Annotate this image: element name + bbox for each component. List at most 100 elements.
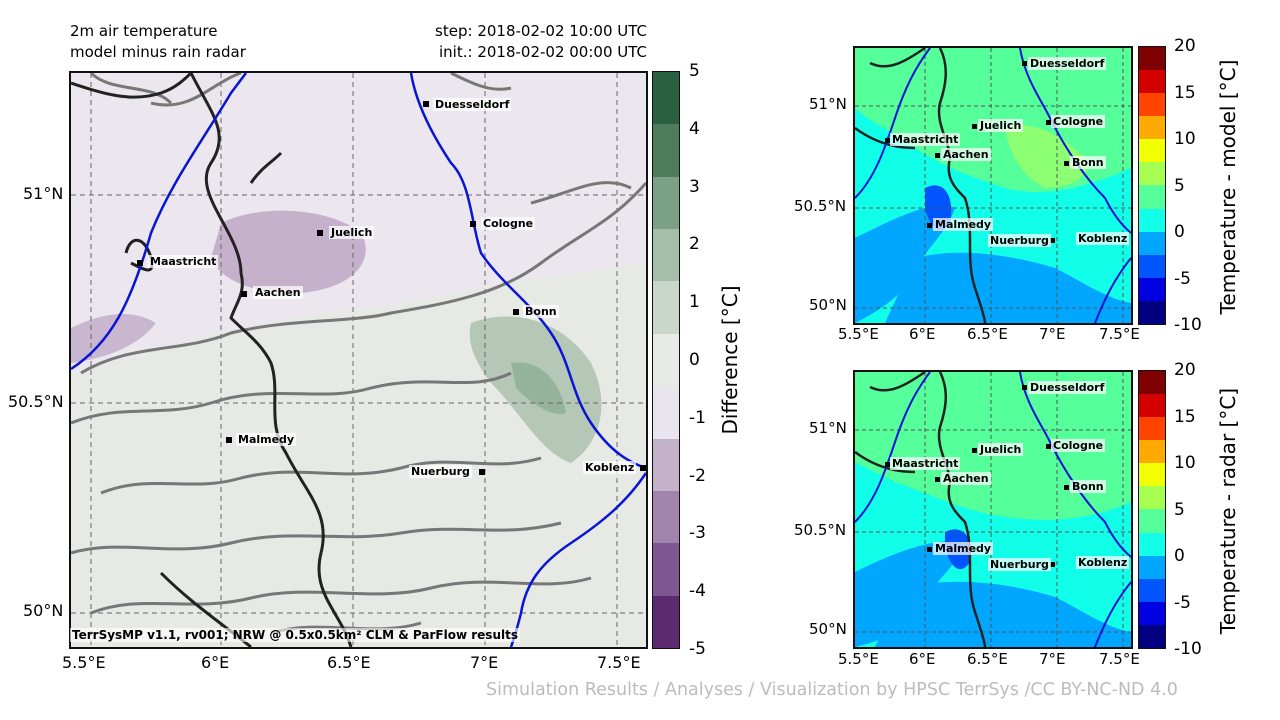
lon-tick: 6.5°E [967, 325, 1008, 343]
model-temperature-map: Duesseldorf Juelich Cologne Maastricht A… [853, 46, 1133, 325]
colorbar-tick-label: 10 [1174, 453, 1196, 473]
model-temperature-colorbar [1138, 46, 1166, 325]
colorbar-segment [1139, 139, 1165, 163]
colorbar-segment [1139, 486, 1165, 510]
lon-tick: 6.5°E [967, 650, 1008, 668]
lat-tick: 50.5°N [794, 521, 847, 539]
colorbar-segment [1139, 116, 1165, 140]
step-time: step: 2018-02-02 10:00 UTC [435, 22, 647, 40]
colorbar-segment [653, 124, 679, 177]
colorbar-segment [1139, 417, 1165, 441]
colorbar-tick-label: 1 [689, 292, 700, 313]
city-label-malmedy: Malmedy [236, 433, 297, 446]
city-label-cologne: Cologne [481, 217, 536, 230]
city-marker-nuerburg [1050, 238, 1055, 243]
radar-map-graphic [855, 372, 1131, 647]
colorbar-segment [653, 229, 679, 282]
colorbar-segment [1139, 162, 1165, 186]
difference-colorbar [652, 71, 680, 649]
colorbar-tick-label: 2 [689, 234, 700, 255]
city-marker-malmedy [226, 437, 232, 443]
city-marker-cologne [1046, 120, 1051, 125]
colorbar-segment [1139, 208, 1165, 232]
colorbar-segment [1139, 231, 1165, 255]
lon-tick: 7.5°E [1099, 650, 1140, 668]
city-marker-nuerburg [479, 469, 485, 475]
lon-tick: 5.5°E [62, 653, 106, 672]
city-marker-maastricht [885, 462, 890, 467]
lat-tick: 51°N [23, 184, 64, 203]
city-label-aachen: Aachen [941, 472, 991, 485]
city-marker-bonn [513, 309, 519, 315]
city-label-duesseldorf: Duesseldorf [1028, 57, 1107, 70]
difference-map: Duesseldorf Juelich Cologne Maastricht A… [69, 71, 648, 649]
lat-tick: 51°N [809, 95, 847, 113]
city-label-cologne: Cologne [1051, 439, 1106, 452]
colorbar-segment [1139, 277, 1165, 301]
lat-tick: 50.5°N [794, 197, 847, 215]
colorbar-segment [1139, 371, 1165, 395]
city-label-bonn: Bonn [1070, 480, 1106, 493]
city-marker-aachen [241, 291, 247, 297]
city-marker-koblenz [640, 465, 646, 471]
colorbar-tick-label: 4 [689, 118, 700, 139]
city-marker-bonn [1064, 161, 1069, 166]
colorbar-tick-label: 5 [689, 61, 700, 81]
colorbar-segment [1139, 463, 1165, 487]
city-label-aachen: Aachen [941, 148, 991, 161]
city-marker-duesseldorf [1022, 61, 1027, 66]
city-marker-juelich [317, 230, 323, 236]
city-label-koblenz: Koblenz [1076, 556, 1130, 569]
lon-tick: 7.5°E [597, 653, 641, 672]
colorbar-tick-label: -5 [1174, 592, 1191, 613]
city-marker-maastricht [885, 138, 890, 143]
city-label-maastricht: Maastricht [890, 457, 961, 470]
city-marker-cologne [1046, 444, 1051, 449]
city-label-juelich: Juelich [978, 443, 1024, 456]
colorbar-tick-label: 5 [1174, 175, 1185, 196]
lon-tick: 7°E [1039, 325, 1066, 343]
colorbar-tick-label: 15 [1174, 82, 1196, 103]
colorbar-segment [1139, 624, 1165, 648]
colorbar-segment [653, 386, 679, 439]
city-label-koblenz: Koblenz [583, 461, 637, 474]
colorbar-segment [653, 176, 679, 230]
difference-map-graphic [71, 73, 646, 647]
city-label-maastricht: Maastricht [148, 255, 219, 268]
colorbar-tick-label: -4 [689, 581, 706, 602]
lat-tick: 51°N [809, 419, 847, 437]
city-label-bonn: Bonn [1070, 156, 1106, 169]
colorbar-tick-label: -1 [689, 407, 706, 428]
city-label-duesseldorf: Duesseldorf [433, 98, 512, 111]
city-marker-malmedy [927, 547, 932, 552]
lon-tick: 7.5°E [1099, 325, 1140, 343]
city-marker-juelich [972, 448, 977, 453]
colorbar-segment [653, 333, 679, 387]
lon-tick: 6°E [909, 650, 936, 668]
colorbar-tick-label: 5 [1174, 499, 1185, 520]
init-time: init.: 2018-02-02 00:00 UTC [439, 43, 647, 61]
colorbar-tick-label: 20 [1174, 36, 1196, 56]
lon-tick: 6°E [909, 325, 936, 343]
city-label-juelich: Juelich [329, 226, 375, 239]
city-marker-aachen [935, 153, 940, 158]
lon-tick: 7°E [470, 653, 499, 672]
colorbar-tick-label: 15 [1174, 406, 1196, 427]
colorbar-tick-label: 0 [689, 350, 700, 370]
colorbar-segment [653, 438, 679, 491]
city-marker-nuerburg [1050, 562, 1055, 567]
colorbar-tick-label: -5 [689, 639, 706, 659]
city-marker-maastricht [137, 260, 143, 266]
city-label-nuerburg: Nuerburg [988, 558, 1051, 571]
city-marker-duesseldorf [423, 101, 429, 107]
city-label-koblenz: Koblenz [1076, 232, 1130, 245]
colorbar-tick-label: 3 [689, 176, 700, 197]
map-footer: TerrSysMP v1.1, rv001; NRW @ 0.5x0.5km² … [70, 628, 520, 642]
colorbar-segment [1139, 509, 1165, 533]
colorbar-segment [1139, 300, 1165, 324]
lon-tick: 6.5°E [327, 653, 371, 672]
city-label-duesseldorf: Duesseldorf [1028, 381, 1107, 394]
colorbar-segment [1139, 185, 1165, 209]
city-label-nuerburg: Nuerburg [409, 465, 472, 478]
colorbar-segment [653, 490, 679, 544]
